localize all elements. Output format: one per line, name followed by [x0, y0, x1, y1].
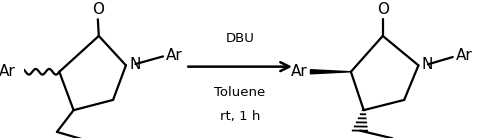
Text: N: N: [422, 57, 433, 72]
Polygon shape: [310, 70, 351, 74]
Text: Ar: Ar: [166, 48, 182, 63]
Text: O: O: [92, 2, 104, 17]
Text: Ar: Ar: [456, 48, 472, 63]
Text: N: N: [129, 57, 140, 72]
Text: Ar: Ar: [291, 64, 308, 79]
Text: rt, 1 h: rt, 1 h: [220, 110, 260, 123]
Text: DBU: DBU: [226, 32, 254, 45]
Text: Ar: Ar: [0, 64, 16, 79]
Text: O: O: [377, 2, 389, 17]
Text: Toluene: Toluene: [214, 86, 266, 99]
